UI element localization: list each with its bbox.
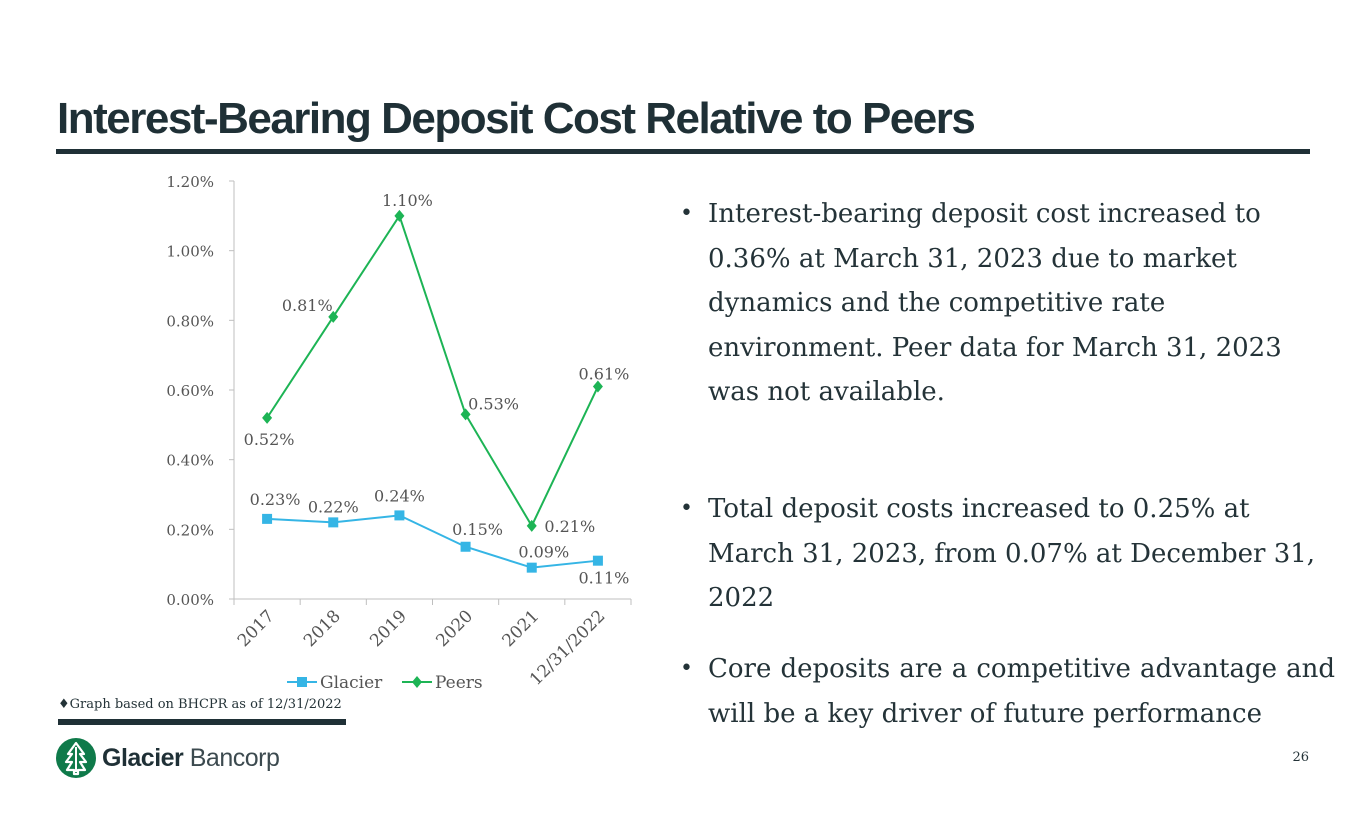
glacier-point: [328, 517, 339, 528]
peers-data-label: 1.10%: [382, 191, 433, 210]
series-line-peers: [266, 213, 599, 528]
x-tick-label: 2019: [366, 606, 411, 651]
bullet-total-deposit-cost: Total deposit costs increased to 0.25% a…: [680, 487, 1335, 621]
y-tick-label: 0.80%: [166, 312, 214, 330]
bullet-core-deposits: Core deposits are a competitive advantag…: [680, 647, 1335, 736]
glacier-logo-icon: [56, 738, 96, 778]
legend-label: Peers: [435, 673, 483, 693]
peers-point: [592, 380, 603, 393]
glacier-point: [526, 562, 537, 573]
legend-marker-diamond: [412, 676, 422, 688]
footnote-rule: [58, 719, 346, 725]
peers-data-label: 0.21%: [544, 517, 595, 536]
logo-suffix: Bancorp: [189, 744, 280, 772]
glacier-data-label: 0.11%: [579, 569, 630, 588]
chart-footnote: ♦Graph based on BHCPR as of 12/31/2022: [58, 697, 342, 712]
company-logo-text: Glacier Bancorp: [102, 744, 280, 773]
y-tick-label: 1.00%: [166, 243, 214, 261]
x-tick-label: 2021: [499, 606, 544, 651]
glacier-point: [460, 541, 471, 552]
deposit-cost-line-chart: 0.00% 0.20% 0.40% 0.60% 0.80% 1.00% 1.20% 2017 2…: [166, 173, 632, 693]
peers-point: [328, 310, 339, 323]
glacier-point: [262, 513, 273, 524]
glacier-point: [592, 555, 603, 566]
y-tick-label: 0.40%: [166, 452, 214, 470]
y-tick-label: 0.00%: [166, 591, 214, 609]
bullet-interest-bearing-cost: Interest-bearing deposit cost increased …: [680, 192, 1335, 415]
page-number: 26: [1292, 750, 1309, 765]
x-tick-label: 2018: [300, 606, 345, 651]
glacier-point: [394, 510, 405, 521]
peers-data-label: 0.81%: [282, 296, 333, 315]
y-tick-label: 1.20%: [166, 173, 214, 191]
peers-point: [460, 408, 471, 421]
x-tick-label: 2020: [432, 606, 477, 651]
glacier-data-label: 0.23%: [250, 490, 301, 509]
peers-point: [262, 411, 273, 424]
logo-brand: Glacier: [102, 744, 184, 772]
glacier-data-label: 0.15%: [452, 520, 503, 539]
glacier-data-label: 0.24%: [374, 486, 425, 505]
peers-data-label: 0.61%: [579, 365, 630, 384]
series-line-glacier: [267, 514, 599, 569]
peers-data-label: 0.53%: [468, 394, 519, 413]
peers-data-label: 0.52%: [244, 430, 295, 449]
legend-label: Glacier: [320, 673, 383, 693]
title-underline: [56, 149, 1310, 154]
page-title: Interest-Bearing Deposit Cost Relative t…: [57, 94, 976, 143]
glacier-data-label: 0.22%: [308, 497, 359, 516]
peers-point: [394, 209, 405, 222]
y-tick-label: 0.60%: [166, 382, 214, 400]
y-tick-label: 0.20%: [166, 521, 214, 539]
x-tick-label: 2017: [234, 606, 279, 651]
peers-point: [526, 519, 537, 532]
legend-marker-square: [297, 677, 307, 687]
glacier-data-label: 0.09%: [518, 543, 569, 562]
